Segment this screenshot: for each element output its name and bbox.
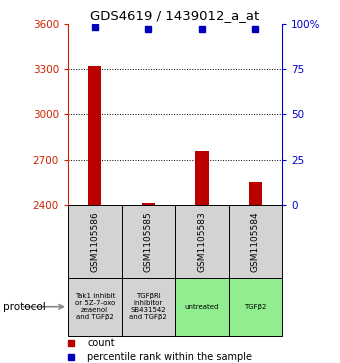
Text: TGFβ2: TGFβ2 xyxy=(244,304,267,310)
Text: GSM1105583: GSM1105583 xyxy=(198,211,206,272)
Bar xyxy=(121,205,175,278)
Text: Tak1 inhibit
or 5Z-7-oxo
zeaenol
and TGFβ2: Tak1 inhibit or 5Z-7-oxo zeaenol and TGF… xyxy=(74,293,115,320)
Text: GSM1105586: GSM1105586 xyxy=(90,211,99,272)
Bar xyxy=(195,151,208,205)
Bar xyxy=(142,203,155,205)
Bar xyxy=(88,66,101,205)
Bar xyxy=(68,205,121,278)
Bar xyxy=(175,278,228,336)
Text: TGFβRI
inhibitor
SB431542
and TGFβ2: TGFβRI inhibitor SB431542 and TGFβ2 xyxy=(130,293,167,320)
Text: protocol: protocol xyxy=(3,302,46,312)
Bar xyxy=(121,278,175,336)
Bar xyxy=(228,205,282,278)
Bar xyxy=(249,182,262,205)
Text: GSM1105584: GSM1105584 xyxy=(251,211,260,272)
Text: count: count xyxy=(87,338,115,348)
Title: GDS4619 / 1439012_a_at: GDS4619 / 1439012_a_at xyxy=(90,9,260,23)
Bar xyxy=(175,205,228,278)
Text: untreated: untreated xyxy=(185,304,219,310)
Text: percentile rank within the sample: percentile rank within the sample xyxy=(87,352,252,362)
Bar xyxy=(228,278,282,336)
Text: GSM1105585: GSM1105585 xyxy=(144,211,153,272)
Bar xyxy=(68,278,121,336)
